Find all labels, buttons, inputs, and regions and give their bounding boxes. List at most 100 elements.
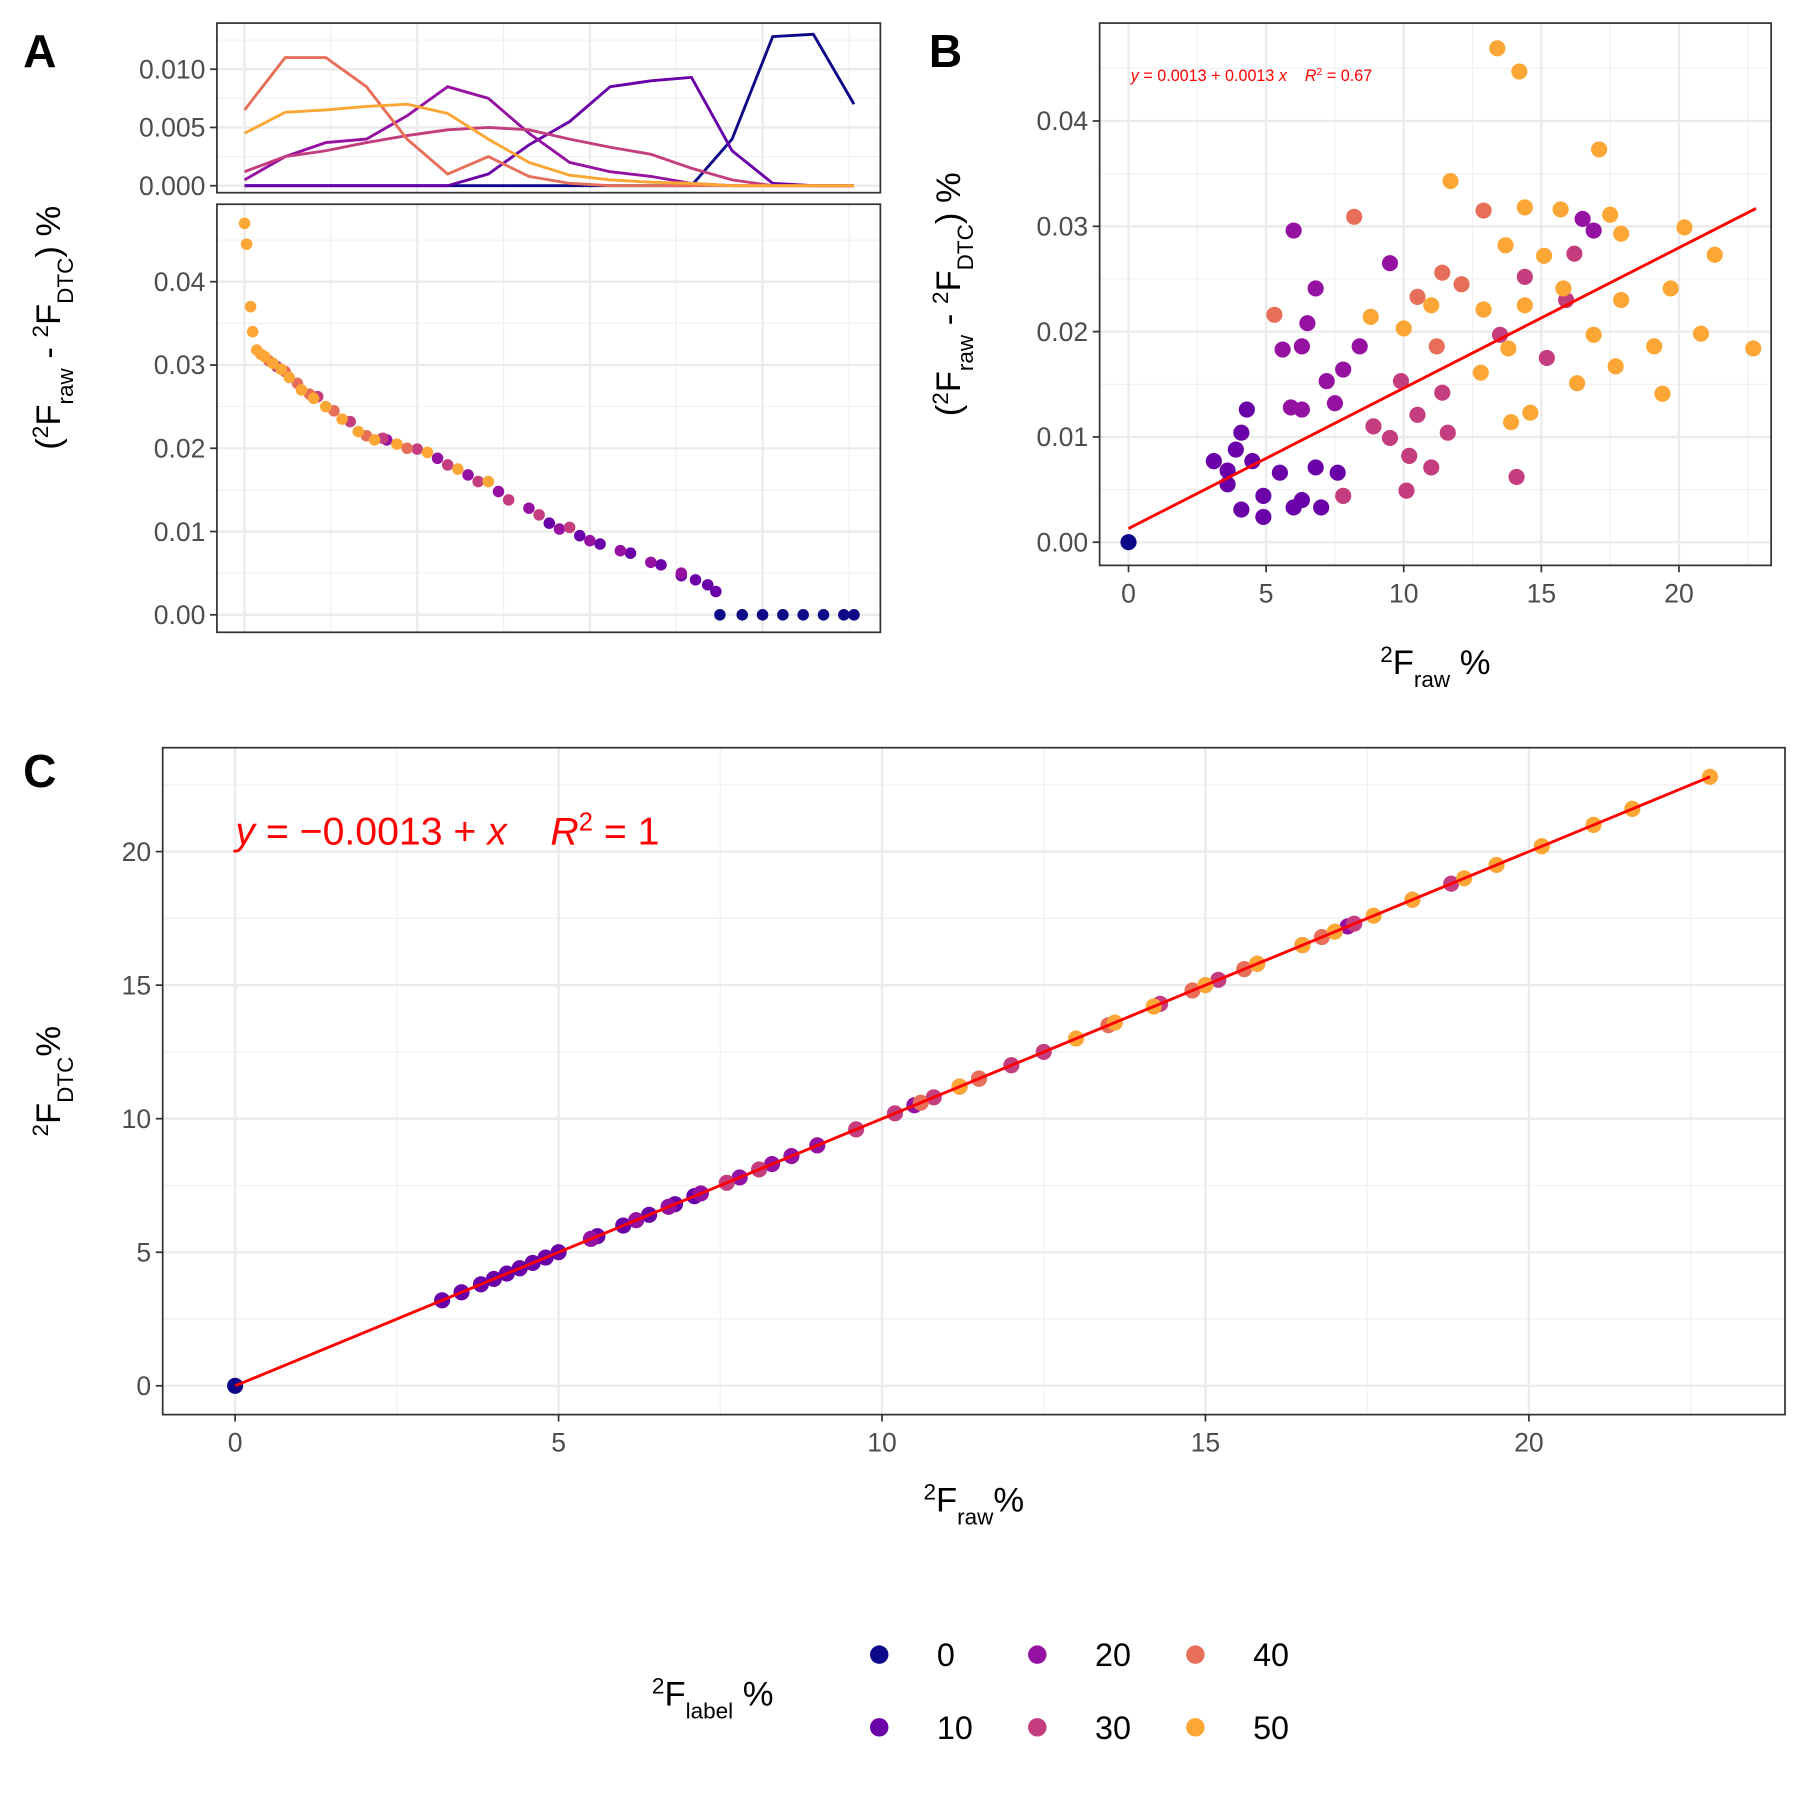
point xyxy=(1346,208,1363,225)
y-tick-label: 0.02 xyxy=(154,433,206,463)
point xyxy=(523,502,535,514)
y-axis-title-part: 2 xyxy=(27,426,52,439)
y-tick-label: 0.010 xyxy=(139,54,205,84)
point xyxy=(401,442,413,455)
point xyxy=(1439,424,1456,441)
annotation-part: y xyxy=(1130,67,1140,85)
x-axis-title-part: 2 xyxy=(1380,641,1393,666)
legend-label: 0 xyxy=(937,1637,955,1673)
point xyxy=(502,494,515,506)
x-axis-title-part: F xyxy=(1393,644,1414,682)
annotation-part: = −0.0013 + xyxy=(255,810,487,854)
point xyxy=(1516,199,1533,216)
legend-swatch xyxy=(870,1718,889,1737)
annotation: y = 0.0013 + 0.0013 x R2 = 0.67 xyxy=(1130,66,1372,85)
point xyxy=(1271,464,1288,481)
legend-label: 20 xyxy=(1095,1637,1131,1673)
point xyxy=(1475,202,1492,219)
point xyxy=(1381,255,1399,272)
point xyxy=(553,523,566,535)
x-axis-title-part: % xyxy=(993,1482,1024,1520)
y-tick-label: 0 xyxy=(136,1371,151,1401)
legend-label: 30 xyxy=(1095,1710,1131,1746)
point xyxy=(1266,306,1283,323)
point xyxy=(1233,501,1250,518)
point xyxy=(1613,291,1630,309)
point xyxy=(1244,453,1261,470)
density-line xyxy=(244,126,854,188)
legend-title-part: F xyxy=(664,1675,685,1713)
annotation-part: y xyxy=(232,810,257,854)
point xyxy=(307,392,320,405)
point xyxy=(267,357,279,370)
point xyxy=(1398,482,1415,499)
panel-background xyxy=(1099,23,1772,566)
x-tick-label: 10 xyxy=(1389,578,1419,608)
point xyxy=(1392,373,1410,390)
y-axis-title-part: DTC xyxy=(53,258,78,304)
y-tick-label: 20 xyxy=(122,837,152,867)
annotation-part: 2 xyxy=(1317,66,1323,78)
point xyxy=(1692,325,1710,342)
x-tick-label: 20 xyxy=(1664,578,1693,608)
point xyxy=(472,475,484,488)
point xyxy=(421,446,434,459)
panel-border xyxy=(1098,22,1773,567)
x-tick-label: 0 xyxy=(1121,578,1136,608)
point xyxy=(1453,276,1470,293)
legend-swatch xyxy=(1028,1718,1047,1737)
point xyxy=(391,438,403,450)
y-tick-label: 0.000 xyxy=(139,171,205,201)
x-axis-title: 2Fraw% xyxy=(923,1479,1024,1529)
y-axis-title-part: ) % xyxy=(30,206,68,258)
point xyxy=(1307,280,1324,297)
point xyxy=(710,585,722,598)
panel-background xyxy=(216,23,881,193)
y-axis-title-part: F xyxy=(930,270,968,291)
point xyxy=(336,413,348,425)
fit-line xyxy=(1127,207,1757,530)
point xyxy=(1566,245,1583,262)
legend-label: 40 xyxy=(1253,1637,1289,1673)
legend-swatch xyxy=(1186,1645,1205,1664)
y-tick-label: 0.01 xyxy=(1036,422,1088,452)
point xyxy=(411,443,423,455)
point xyxy=(1555,280,1572,297)
point xyxy=(1662,280,1679,297)
y-tick-label: 0.00 xyxy=(154,600,206,630)
point xyxy=(1318,373,1335,390)
fit-line xyxy=(234,775,1711,1388)
panel-tag: C xyxy=(23,745,56,797)
legend-swatch xyxy=(1028,1645,1047,1664)
y-axis-title-part: - xyxy=(930,304,968,335)
point xyxy=(431,452,444,465)
y-axis-title-part: 2 xyxy=(27,1124,52,1137)
point xyxy=(1497,237,1514,254)
annotation-part: R xyxy=(1287,67,1317,85)
point xyxy=(645,556,657,569)
y-axis-title-part: F xyxy=(30,1103,68,1124)
point xyxy=(1602,206,1619,223)
point xyxy=(1335,361,1352,378)
point xyxy=(1329,464,1346,481)
point xyxy=(594,538,606,550)
legend-swatch xyxy=(870,1645,889,1664)
point xyxy=(1409,406,1426,423)
point xyxy=(543,517,556,529)
legend-title: 2Flabel % xyxy=(652,1673,774,1723)
point xyxy=(1362,308,1379,325)
y-tick-label: 0.03 xyxy=(1036,212,1088,242)
point xyxy=(441,459,454,471)
x-tick-label: 5 xyxy=(1259,578,1274,608)
annotation-part: 2 xyxy=(579,809,593,837)
point xyxy=(701,579,714,591)
point xyxy=(1538,349,1555,367)
y-axis-title: (2Fraw - 2FDTC) % xyxy=(27,206,77,450)
point xyxy=(563,521,576,534)
point xyxy=(275,363,287,375)
point xyxy=(584,534,596,547)
annotation: y = −0.0013 + x R2 = 1 xyxy=(232,809,659,854)
annotation-part: = 1 xyxy=(593,810,660,854)
point xyxy=(246,325,259,338)
